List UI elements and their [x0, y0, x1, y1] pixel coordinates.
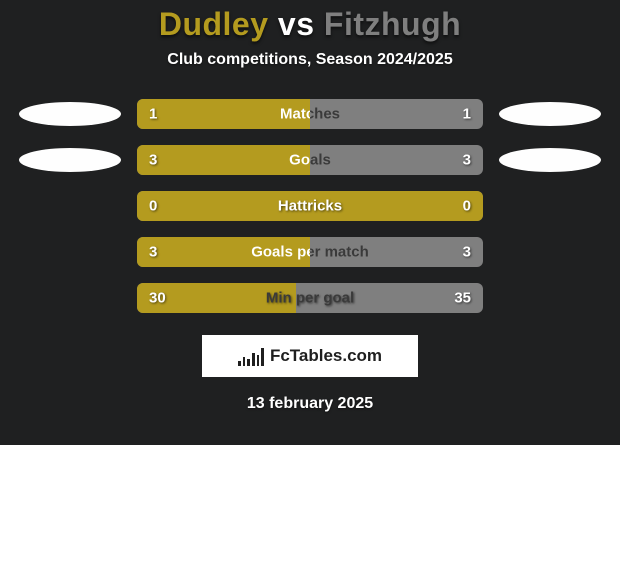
title-player-right: Fitzhugh: [324, 6, 461, 42]
date-text: 13 february 2025: [0, 395, 620, 413]
player-left-marker: [19, 102, 121, 126]
title-vs: vs: [278, 6, 315, 42]
stat-bar: 0 Hattricks 0: [137, 191, 483, 221]
stat-label: Min per goal: [266, 290, 354, 307]
stat-value-right: 3: [463, 244, 471, 261]
fctables-logo: FcTables.com: [202, 335, 418, 377]
subtitle: Club competitions, Season 2024/2025: [0, 51, 620, 69]
stat-label: Matches: [280, 106, 340, 123]
stat-value-left: 3: [149, 244, 157, 261]
stat-rows: 1Matches13Goals30Hattricks03Goals per ma…: [0, 99, 620, 313]
stat-value-left: 1: [149, 106, 157, 123]
stat-label: Goals per match: [251, 244, 369, 261]
page-title: Dudley vs Fitzhugh: [0, 6, 620, 43]
stat-value-right: 35: [454, 290, 471, 307]
stat-bar: 30 Min per goal 35: [137, 283, 483, 313]
stat-value-right: 3: [463, 152, 471, 169]
stat-label: Hattricks: [278, 198, 342, 215]
stat-row: 3 Goals per match 3: [0, 237, 620, 267]
player-right-marker: [499, 148, 601, 172]
stat-row: 30 Min per goal 35: [0, 283, 620, 313]
bar-chart-icon: [238, 346, 264, 366]
player-left-marker: [19, 148, 121, 172]
stat-bar-left-fill: [137, 145, 310, 175]
stat-bar: 3 Goals 3: [137, 145, 483, 175]
stat-row: 1 Matches 1: [0, 99, 620, 129]
logo-text: FcTables.com: [270, 346, 382, 366]
stat-value-left: 0: [149, 198, 157, 215]
stat-bar: 3 Goals per match 3: [137, 237, 483, 267]
stat-value-right: 1: [463, 106, 471, 123]
player-right-marker: [499, 102, 601, 126]
stat-row: 0 Hattricks 0: [0, 191, 620, 221]
stat-bar: 1 Matches 1: [137, 99, 483, 129]
stat-value-right: 0: [463, 198, 471, 215]
title-player-left: Dudley: [159, 6, 269, 42]
stat-row: 3 Goals 3: [0, 145, 620, 175]
stat-value-left: 3: [149, 152, 157, 169]
stat-label: Goals: [289, 152, 331, 169]
comparison-card: Dudley vs Fitzhugh Club competitions, Se…: [0, 0, 620, 445]
stat-value-left: 30: [149, 290, 166, 307]
